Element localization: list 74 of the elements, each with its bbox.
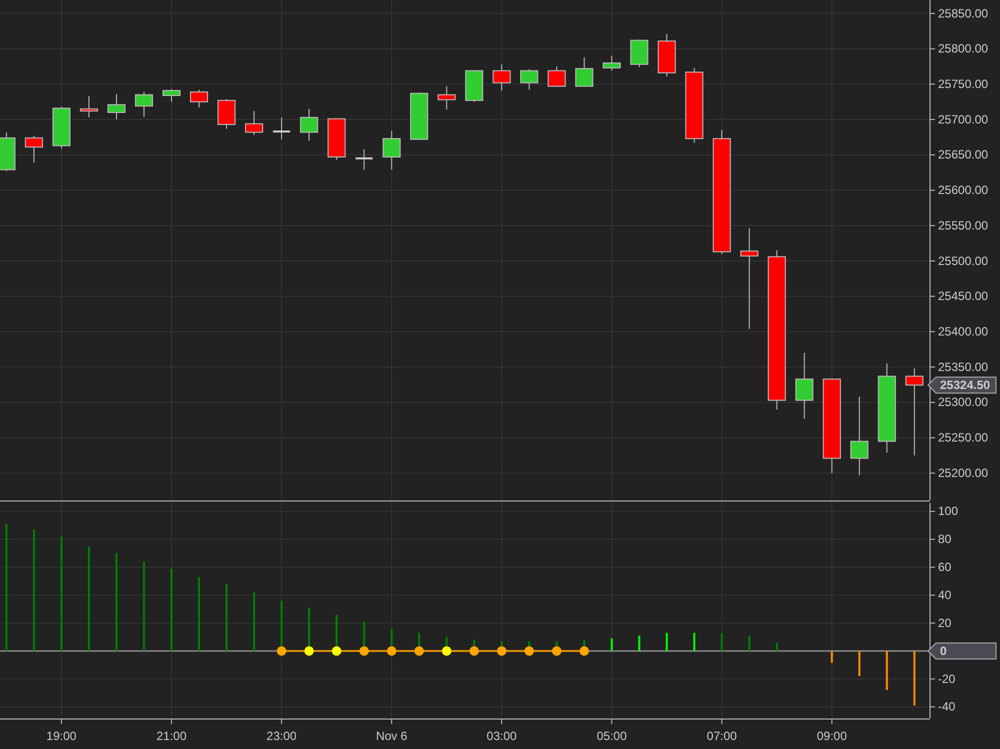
x-tick-label: Nov 6 (376, 729, 408, 744)
y-tick-label: 25800.00 (938, 42, 988, 56)
y-tick-label: 20 (938, 616, 952, 630)
bar (858, 650, 860, 676)
candlestick (272, 116, 292, 140)
candlestick (134, 91, 154, 118)
bar (830, 650, 833, 663)
y-tick-label: 100 (938, 504, 958, 518)
candlestick (520, 68, 538, 90)
candlestick (905, 368, 924, 456)
bar (253, 592, 256, 651)
candlestick (162, 88, 181, 102)
bar (88, 546, 90, 651)
bar (5, 524, 8, 651)
candlestick (492, 64, 511, 92)
y-tick-label: 25500.00 (938, 254, 988, 268)
candlestick (575, 56, 594, 88)
y-tick-label: 25200.00 (938, 466, 988, 480)
bar (32, 530, 35, 651)
y-tick-label: 25400.00 (938, 324, 988, 339)
bar (610, 638, 613, 651)
bar (226, 584, 228, 651)
candlestick (300, 108, 318, 142)
candlestick (382, 130, 401, 170)
bar (720, 632, 723, 651)
y-tick-label: 25350.00 (938, 360, 988, 374)
ref-line-label: 0 (940, 644, 947, 658)
y-tick-label: -40 (938, 700, 956, 714)
bar (170, 568, 173, 651)
candlestick (24, 135, 43, 164)
y-tick-label: 25750.00 (938, 77, 988, 91)
candlestick (795, 352, 814, 420)
candlestick (850, 396, 868, 476)
y-tick-label: 25450.00 (938, 289, 988, 304)
x-tick-label: 09:00 (816, 729, 848, 744)
candlestick (740, 228, 758, 330)
x-tick-label: 21:00 (156, 729, 187, 744)
x-tick-label: 19:00 (46, 729, 77, 744)
candlestick (80, 96, 98, 118)
bar (913, 650, 916, 706)
bar (776, 642, 778, 651)
x-tick-label: 05:00 (596, 729, 628, 744)
candlestick (190, 89, 208, 108)
x-tick-label: 23:00 (266, 729, 297, 744)
y-tick-label: 25650.00 (938, 148, 988, 162)
bar (115, 553, 118, 651)
bar (638, 636, 640, 651)
candlestick (438, 86, 456, 110)
y-tick-label: 60 (938, 560, 952, 574)
bar (666, 632, 668, 651)
y-tick-label: 25250.00 (938, 430, 988, 445)
y-tick-label: 25850.00 (938, 6, 988, 20)
candlestick (548, 66, 566, 87)
candlestick (602, 55, 621, 72)
candlestick (245, 110, 264, 136)
bar (693, 632, 696, 651)
y-tick-label: -20 (938, 672, 956, 686)
x-tick-label: 07:00 (706, 729, 738, 744)
axis-tag: 25324.50 (927, 376, 996, 394)
bar (60, 536, 62, 651)
bar (142, 562, 145, 651)
y-tick-label: 25700.00 (938, 112, 988, 126)
y-tick-label: 80 (938, 532, 952, 546)
y-tick-label: 25600.00 (938, 183, 988, 198)
candlestick (107, 94, 126, 120)
y-tick-label: 25550.00 (938, 218, 988, 232)
bar (886, 650, 888, 690)
axis-tag: 0 (927, 642, 996, 660)
candlestick (354, 148, 374, 170)
y-tick-label: 25300.00 (938, 395, 988, 410)
bar (198, 576, 200, 651)
x-tick-label: 03:00 (486, 729, 518, 744)
y-tick-label: 40 (938, 588, 952, 602)
bar (748, 636, 750, 651)
